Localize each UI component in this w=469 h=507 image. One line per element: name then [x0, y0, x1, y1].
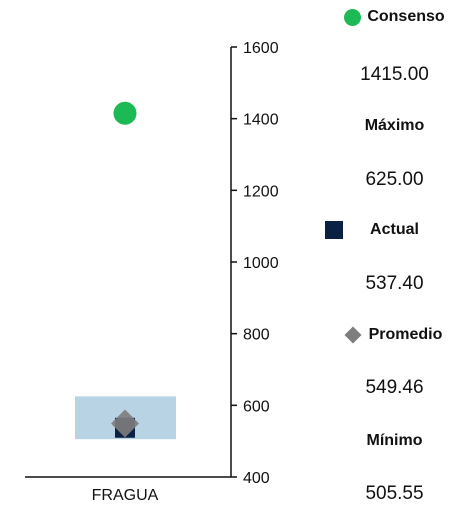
- legend-minimo: Mínimo: [322, 432, 467, 450]
- promedio-marker: [111, 409, 139, 438]
- y-tick-label: 1200: [243, 183, 279, 200]
- legend-consenso-label: Consenso: [367, 8, 445, 25]
- y-tick-label: 1400: [243, 112, 279, 129]
- legend-maximo: Máximo: [322, 117, 467, 135]
- navy-square-icon: [325, 221, 343, 239]
- legend-consenso: Consenso: [322, 8, 467, 26]
- x-category-label: FRAGUA: [92, 487, 159, 504]
- legend-maximo-label: Máximo: [364, 117, 425, 134]
- y-tick-label: 800: [243, 327, 270, 344]
- y-tick-label: 400: [243, 470, 270, 487]
- legend-actual-label: Actual: [370, 221, 419, 238]
- price-target-chart: 400 600 800 1000 1200 1400 1600 FRAGUA: [25, 40, 279, 504]
- legend-maximo-value: 625.00: [365, 169, 424, 190]
- green-circle-icon: [344, 8, 362, 26]
- gray-diamond-icon: [344, 326, 362, 344]
- y-tick-label: 1600: [243, 40, 279, 57]
- legend-consenso-value: 1415.00: [360, 64, 429, 85]
- legend-promedio-value: 549.46: [365, 377, 424, 398]
- legend-actual: Actual: [322, 221, 467, 239]
- legend-actual-value: 537.40: [365, 273, 424, 294]
- y-tick-label: 600: [243, 398, 270, 415]
- y-axis-ticks: 400 600 800 1000 1200 1400 1600: [231, 40, 279, 487]
- legend-promedio: Promedio: [322, 326, 467, 344]
- consenso-marker: [113, 101, 137, 125]
- y-tick-label: 1000: [243, 255, 279, 272]
- legend-minimo-value: 505.55: [365, 483, 424, 504]
- legend-minimo-label: Mínimo: [366, 432, 423, 449]
- legend-promedio-label: Promedio: [368, 326, 443, 343]
- legend-panel: Consenso 1415.00 Máximo 625.00 Actual 53…: [322, 0, 467, 507]
